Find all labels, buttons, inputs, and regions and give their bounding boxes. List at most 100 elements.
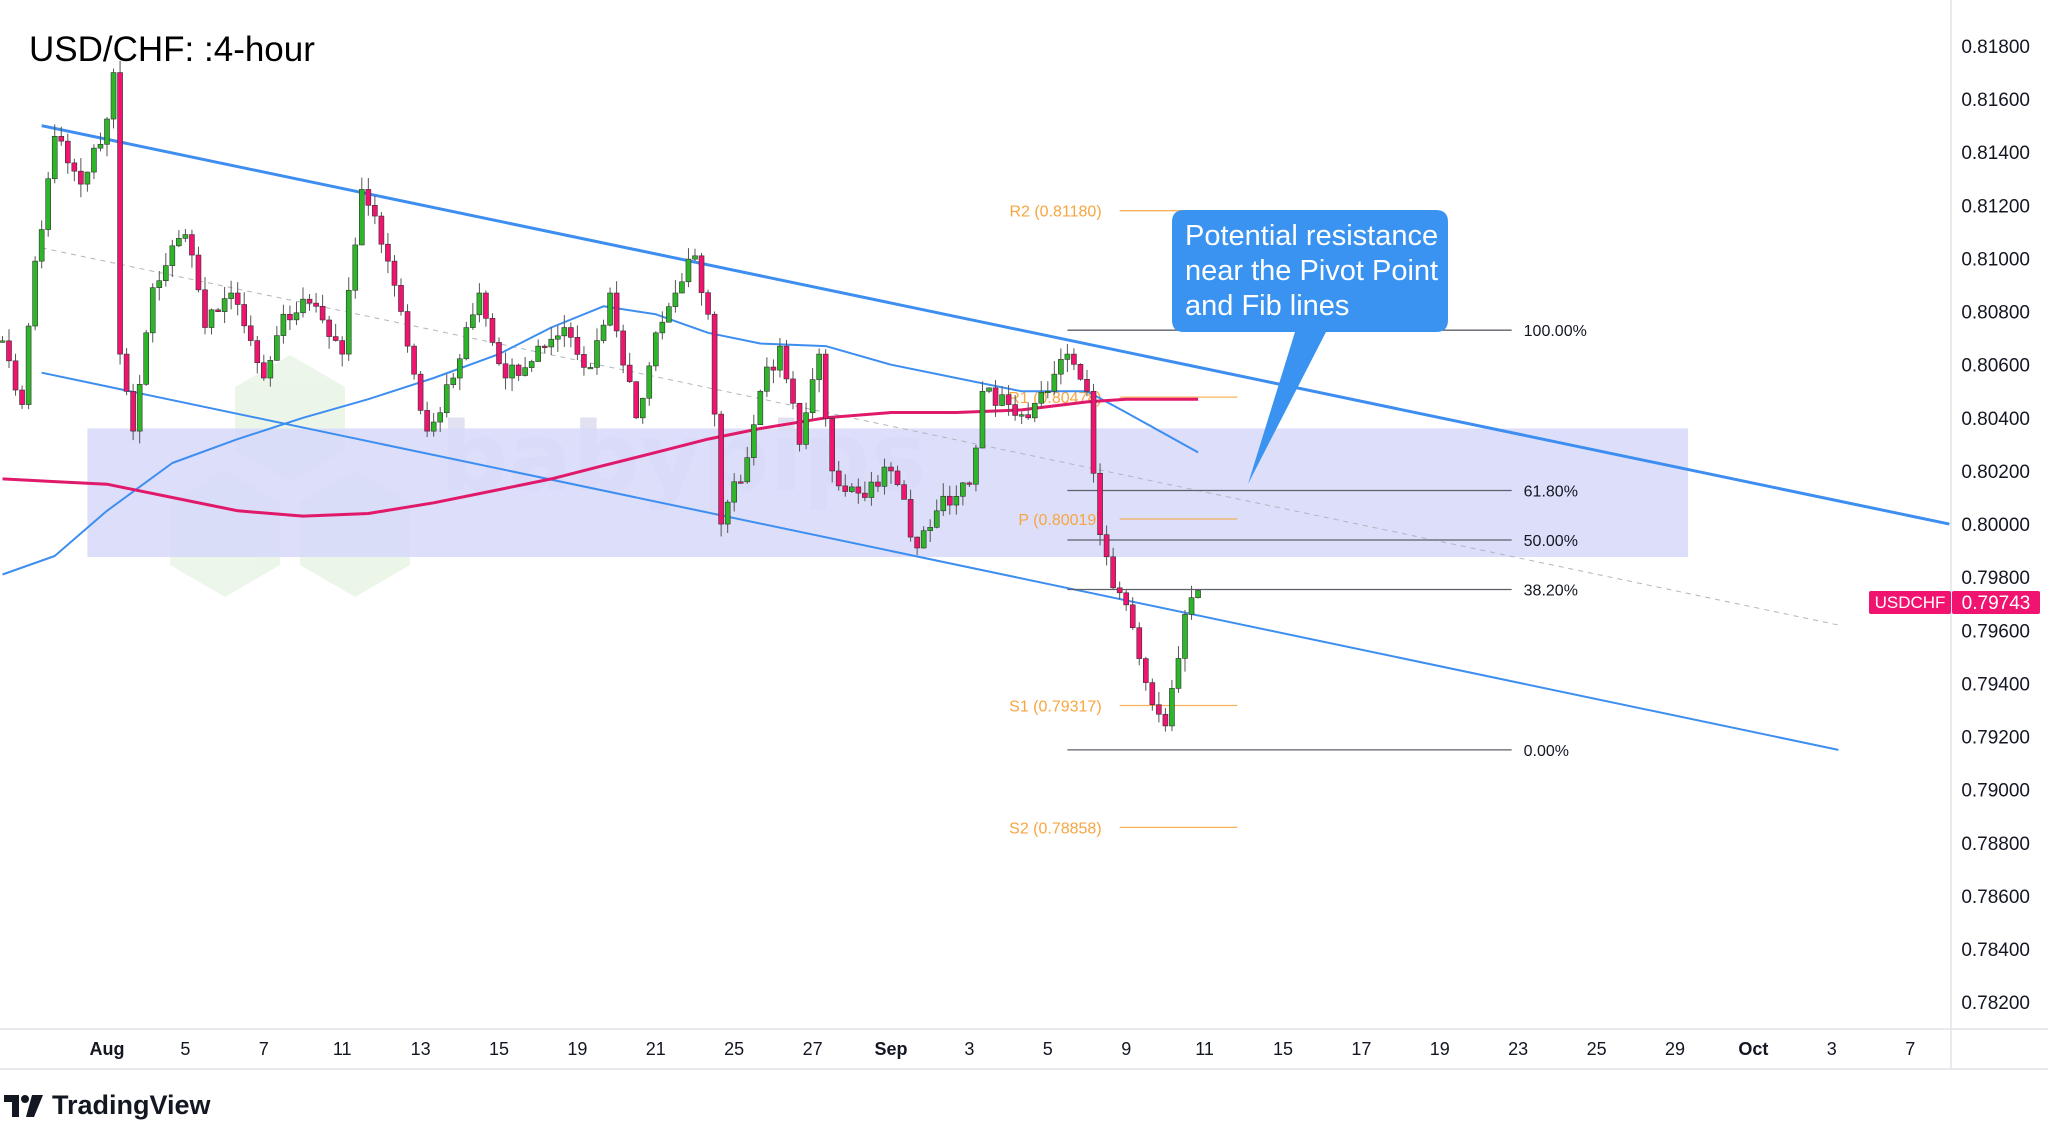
price-tick-label: 0.80600 <box>1961 356 2030 377</box>
price-tick-label: 0.80800 <box>1961 303 2030 324</box>
brand-name: TradingView <box>52 1090 211 1120</box>
candle-down <box>326 319 332 337</box>
candle-up <box>960 482 966 497</box>
candle-down <box>234 292 241 305</box>
candle-up <box>51 136 58 180</box>
candle-up <box>182 234 189 239</box>
candle-down <box>71 162 78 172</box>
candle-down <box>796 402 803 445</box>
candle-up <box>280 313 287 336</box>
candle-down <box>12 360 19 391</box>
time-axis-labels[interactable]: Aug 5 7 11 13 15 19 21 25 27 Sep 3 5 9 11 15 17 19 23 25 29 O… <box>90 1039 1916 1059</box>
candle-up <box>672 292 679 307</box>
time-tick-label: Oct <box>1738 1039 1768 1059</box>
time-tick-label: 25 <box>724 1039 744 1059</box>
candle-up <box>927 527 934 531</box>
annotation-callout[interactable]: Potential resistance near the Pivot Poin… <box>1172 210 1448 484</box>
candle-down <box>1097 472 1103 536</box>
candle-up <box>443 384 450 414</box>
price-tick-label: 0.80200 <box>1961 462 2030 483</box>
time-tick-label: 11 <box>333 1039 352 1059</box>
candle-up <box>724 501 731 525</box>
candle-up <box>986 387 992 392</box>
candle-up <box>881 466 888 487</box>
time-tick-label: 13 <box>411 1039 431 1059</box>
candle-up <box>352 244 359 291</box>
candle-up <box>979 390 986 449</box>
chart-title: USD/CHF: :4-hour <box>29 30 315 69</box>
time-tick-label: 23 <box>1508 1039 1528 1059</box>
candle-down <box>417 373 424 411</box>
pivot-label: S1 (0.79317) <box>1009 698 1102 715</box>
candle-up <box>91 147 97 173</box>
candle-up <box>685 258 692 283</box>
candle-up <box>450 377 457 385</box>
price-axis[interactable] <box>1951 0 2048 1069</box>
time-tick-label: 29 <box>1665 1039 1685 1059</box>
candle-up <box>1031 402 1038 419</box>
candle-down <box>946 495 953 506</box>
tradingview-logo[interactable]: TradingView <box>4 1090 211 1121</box>
candle-down <box>711 313 718 415</box>
candle-up <box>97 143 104 149</box>
candle-down <box>1103 534 1110 558</box>
resistance-zone[interactable] <box>87 428 1689 558</box>
candle-down <box>914 536 920 549</box>
candle-up <box>973 447 979 485</box>
candle-down <box>19 389 25 405</box>
candle-down <box>1090 390 1097 474</box>
candle-up <box>293 312 300 321</box>
moving-averages <box>2 305 1199 576</box>
candle-up <box>750 424 757 458</box>
candle-down <box>1149 682 1156 705</box>
candle-down <box>862 492 868 498</box>
candle-down <box>287 313 293 321</box>
candle-up <box>228 292 234 299</box>
candle-down <box>1110 556 1116 589</box>
candle-up <box>848 486 855 492</box>
candle-down <box>1143 658 1149 683</box>
candle-up <box>38 229 45 262</box>
time-tick-label: 15 <box>1273 1039 1293 1059</box>
candle-up <box>176 238 182 247</box>
candle-up <box>509 364 515 379</box>
candle-up <box>169 245 176 266</box>
candle-down <box>247 325 254 341</box>
time-tick-label: 19 <box>567 1039 587 1059</box>
candle-down <box>65 140 71 164</box>
candle-up <box>476 292 483 316</box>
candle-down <box>123 353 130 392</box>
candle-up <box>652 332 659 367</box>
candle-up <box>940 495 947 512</box>
price-axis-labels: 0.81800 0.81600 0.81400 0.81200 0.81000 0.808… <box>1961 37 2030 1014</box>
candle-down <box>790 378 796 404</box>
candle-up <box>1058 359 1064 375</box>
price-tick-label: 0.81800 <box>1961 37 2030 58</box>
pivot-points[interactable]: R2 (0.81180)R1 (0.80478)P (0.80019)S1 (0… <box>1008 204 1238 838</box>
candle-up <box>659 321 666 334</box>
candle-down <box>1025 414 1031 419</box>
candle-down <box>1156 704 1162 715</box>
candle-down <box>117 72 123 355</box>
candle-up <box>221 298 228 312</box>
candle-up <box>999 394 1005 406</box>
fib-level-label: 50.00% <box>1524 533 1578 550</box>
candle-up <box>535 345 542 362</box>
callout-line-1: Potential resistance <box>1185 220 1438 252</box>
candle-up <box>1169 688 1175 727</box>
candle-down <box>385 243 391 262</box>
fib-level-label: 100.00% <box>1524 323 1587 340</box>
candle-down <box>254 340 261 364</box>
zone-rect <box>87 428 1689 558</box>
price-tick-label: 0.79600 <box>1961 621 2030 642</box>
price-tick-label: 0.79000 <box>1961 781 2030 802</box>
candle-up <box>300 298 306 314</box>
candle-up <box>692 255 698 260</box>
candle-down <box>365 189 372 206</box>
candle-up <box>156 280 163 288</box>
candle-up <box>456 358 463 379</box>
candle-down <box>1162 713 1169 727</box>
moving-average-fast-line <box>2 305 1199 576</box>
candle-down <box>424 410 430 432</box>
